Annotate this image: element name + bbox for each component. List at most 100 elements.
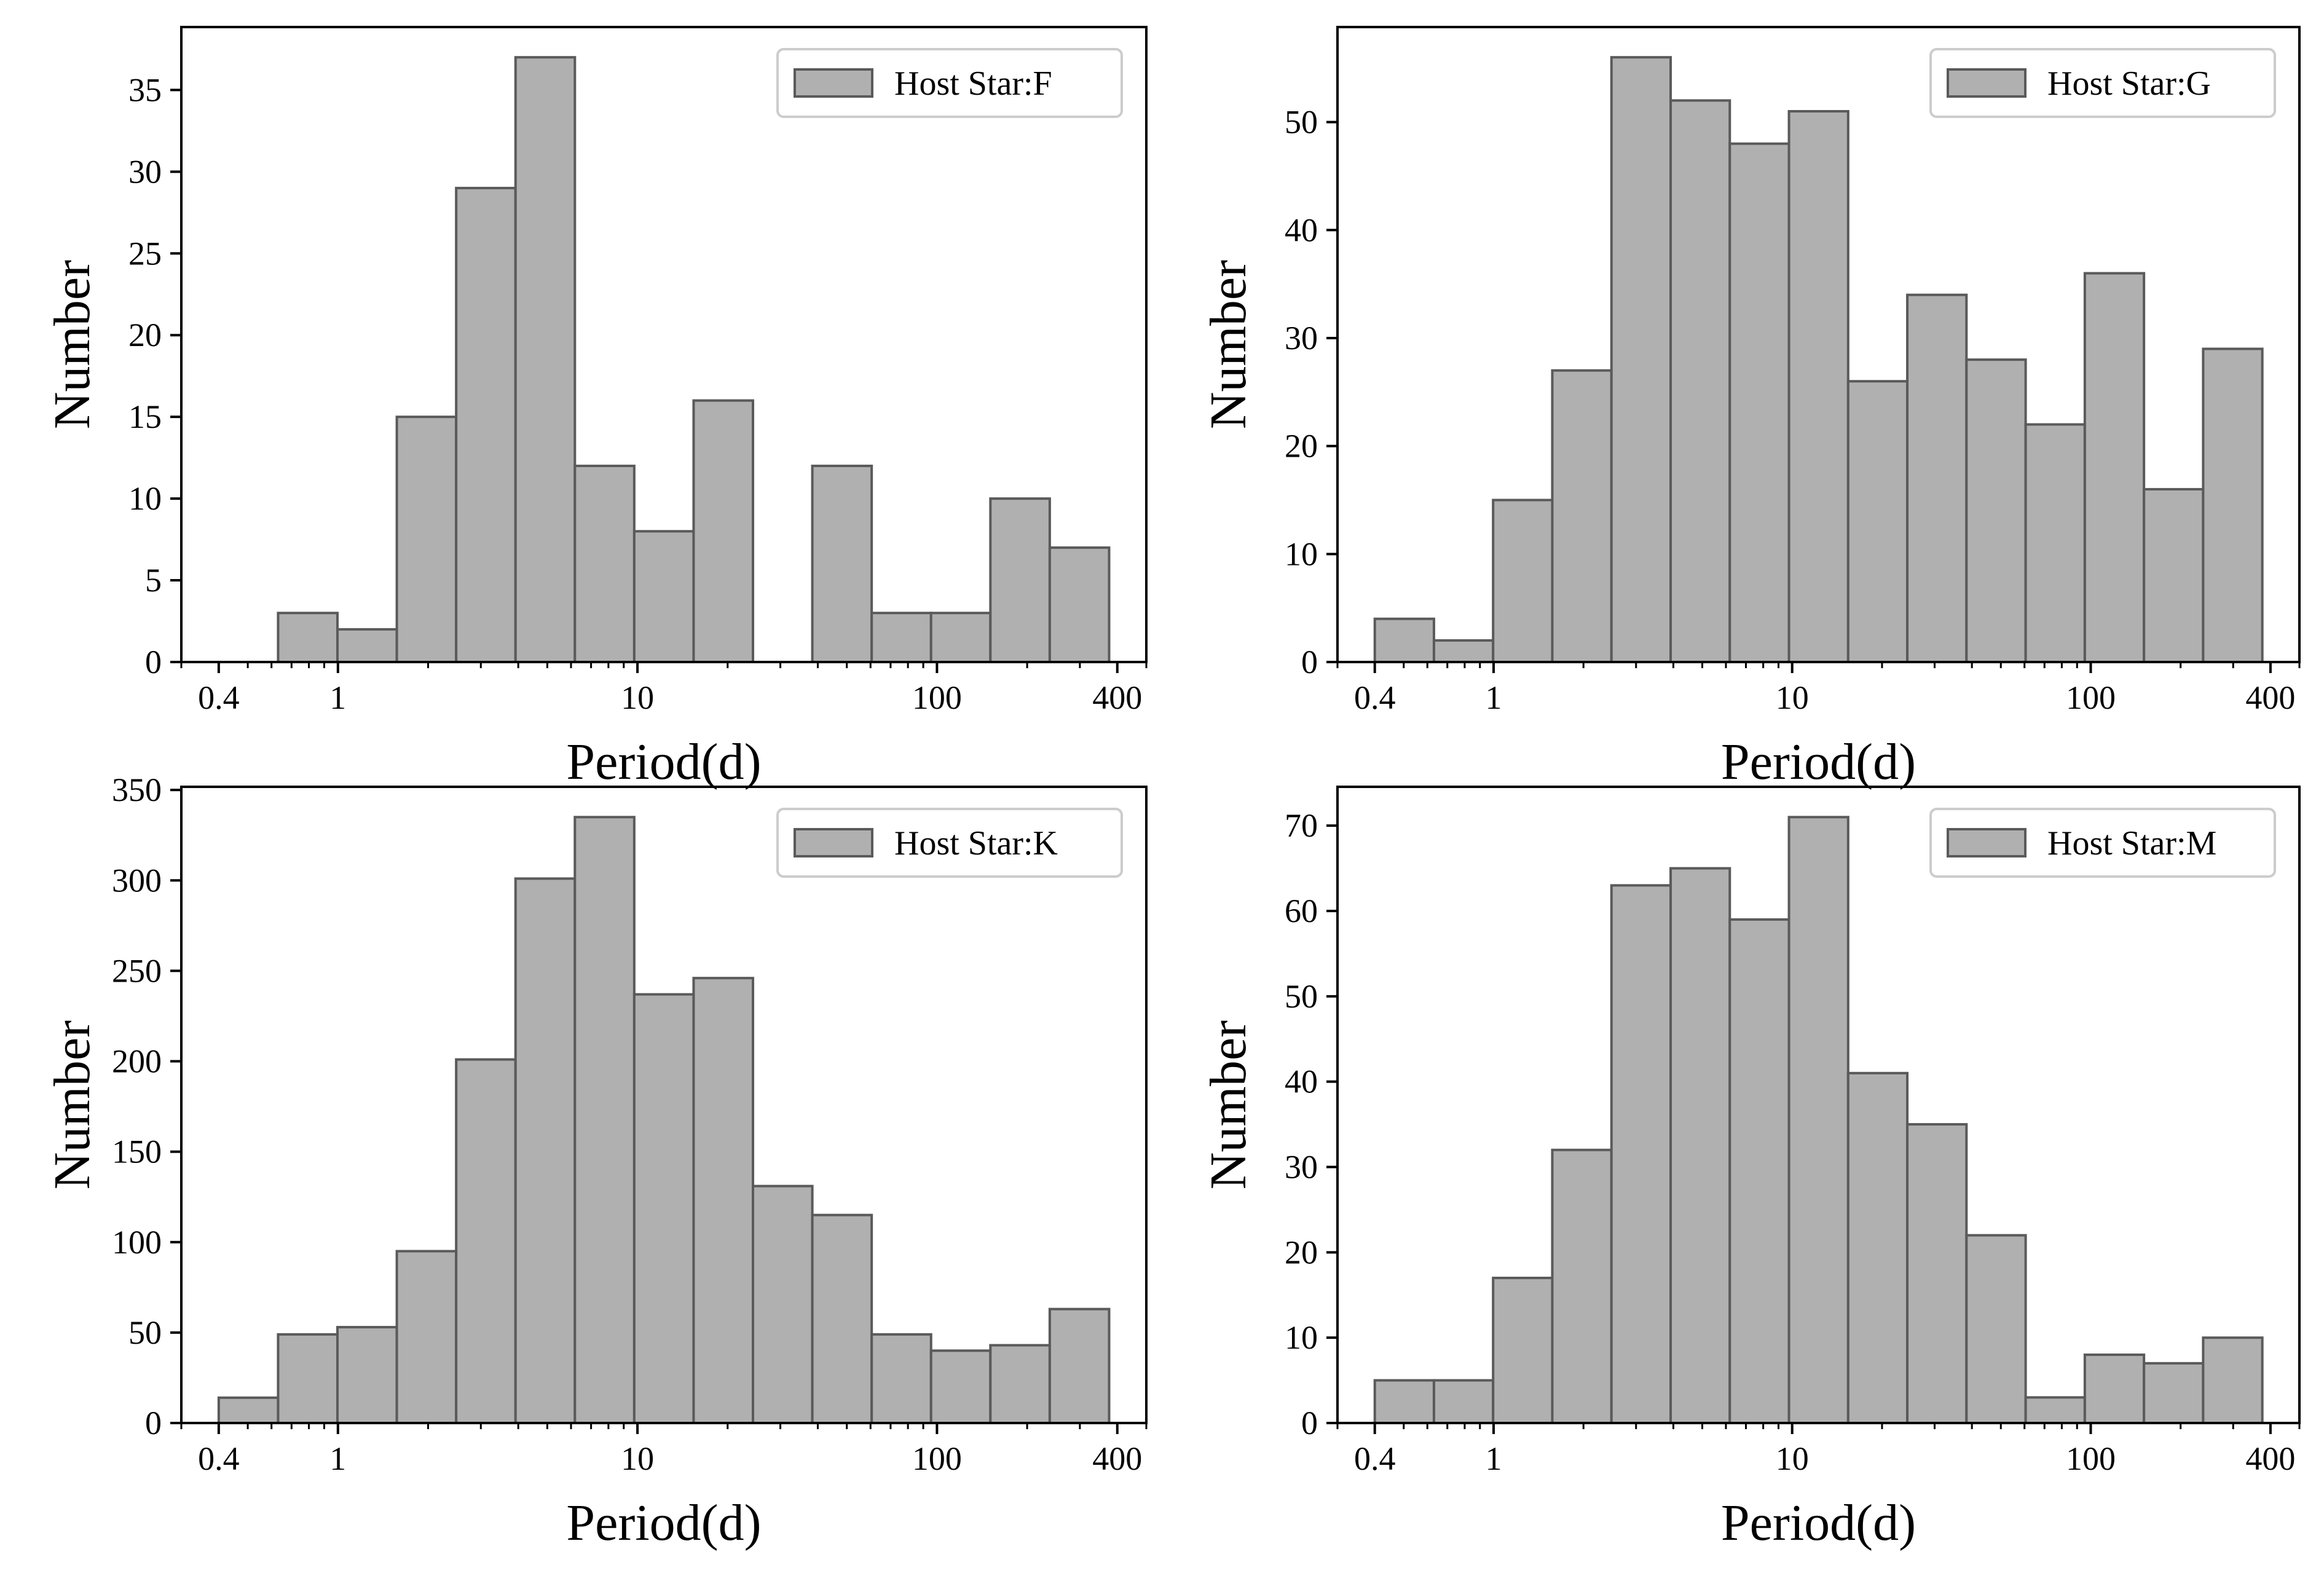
y-axis-title: Number <box>44 1020 101 1189</box>
x-axis-title: Period(d) <box>1721 733 1916 790</box>
bar <box>1610 56 1672 663</box>
legend-box <box>1929 808 2276 878</box>
x-tick-label: 100 <box>2066 679 2116 716</box>
bar <box>277 612 339 663</box>
x-tick-label: 10 <box>1776 1440 1809 1477</box>
x-tick-label: 10 <box>621 679 654 716</box>
bar <box>336 1326 398 1425</box>
x-tick-label: 100 <box>912 679 962 716</box>
y-tick-label: 70 <box>1285 807 1318 844</box>
y-tick-label: 20 <box>128 317 162 353</box>
bar <box>870 612 932 663</box>
y-tick-label: 0 <box>145 1405 162 1441</box>
y-tick-label: 35 <box>128 71 162 108</box>
y-tick-label: 350 <box>112 771 162 808</box>
bar <box>1610 884 1672 1424</box>
legend-swatch <box>1947 828 2027 857</box>
y-tick-label: 30 <box>128 153 162 190</box>
bar <box>811 464 873 663</box>
y-tick-label: 50 <box>1285 104 1318 141</box>
bar <box>1906 1123 1968 1424</box>
bar <box>870 1333 932 1425</box>
bar <box>514 56 577 663</box>
x-tick-label: 1 <box>329 679 346 716</box>
x-axis-title: Period(d) <box>566 733 761 790</box>
bar <box>336 628 398 664</box>
bar <box>1373 1379 1435 1425</box>
x-axis-title: Period(d) <box>1721 1494 1916 1551</box>
legend-f: Host Star:F <box>776 48 1123 118</box>
legend-swatch <box>794 828 873 857</box>
chart-g: 0 10 20 30 40 50 0.4 1 10 100 400 Period(d) Number Ho… <box>1200 26 2301 790</box>
legend-label: Host Star:K <box>894 824 1058 862</box>
bar <box>1846 380 1909 663</box>
x-tick-label: 400 <box>2245 679 2295 716</box>
y-tick-label: 0 <box>145 644 162 680</box>
bar <box>1048 546 1111 663</box>
x-tick-label: 100 <box>2066 1440 2116 1477</box>
y-tick-label: 20 <box>1285 428 1318 465</box>
bar <box>1492 499 1554 663</box>
bar <box>1048 1307 1111 1424</box>
legend-label: Host Star:G <box>2047 65 2211 103</box>
y-tick-label: 50 <box>1285 978 1318 1015</box>
y-tick-label: 30 <box>1285 320 1318 357</box>
chart-m: 0 10 20 30 40 50 60 70 0.4 1 10 100 400 Period(d) Numb… <box>1200 786 2301 1551</box>
bar <box>573 464 636 663</box>
bar <box>1846 1071 1909 1424</box>
bar <box>455 1058 517 1424</box>
bar <box>2024 423 2086 663</box>
x-tick-label: 1 <box>1485 679 1502 716</box>
bar <box>1492 1276 1554 1424</box>
y-tick-label: 20 <box>1285 1234 1318 1271</box>
bar <box>1787 816 1849 1425</box>
bar <box>752 1185 814 1425</box>
y-axis-title: Number <box>1200 260 1257 429</box>
bar <box>1432 639 1495 663</box>
x-tick-label: 1 <box>329 1440 346 1477</box>
legend-m: Host Star:M <box>1929 808 2276 878</box>
x-tick-label: 10 <box>1776 679 1809 716</box>
bar <box>514 877 577 1424</box>
bar <box>989 497 1051 663</box>
legend-box <box>776 48 1123 118</box>
bar <box>1432 1379 1495 1425</box>
y-tick-label: 0 <box>1301 644 1318 680</box>
bar <box>1551 1148 1613 1424</box>
axes-frame-m <box>1336 786 2301 1424</box>
bar <box>1669 99 1731 663</box>
x-tick-label: 0.4 <box>198 679 240 716</box>
y-tick-label: 0 <box>1301 1405 1318 1441</box>
bar <box>632 530 695 664</box>
y-axis-title: Number <box>44 260 101 429</box>
y-tick-label: 250 <box>112 952 162 989</box>
bar <box>2143 1362 2205 1425</box>
bar <box>929 612 992 663</box>
y-tick-label: 60 <box>1285 893 1318 929</box>
bar <box>455 186 517 664</box>
x-tick-label: 0.4 <box>1354 679 1396 716</box>
x-tick-label: 400 <box>2245 1440 2295 1477</box>
x-tick-label: 400 <box>1092 1440 1142 1477</box>
legend-box <box>1929 48 2276 118</box>
bar <box>2143 487 2205 663</box>
bars-g <box>1373 56 2264 664</box>
bars-k <box>217 816 1111 1425</box>
y-tick-label: 40 <box>1285 1063 1318 1100</box>
x-tick-label: 10 <box>621 1440 654 1477</box>
bar <box>1728 918 1790 1424</box>
legend-swatch <box>794 68 873 98</box>
bar <box>277 1333 339 1425</box>
bar <box>811 1213 873 1424</box>
x-axis-title: Period(d) <box>566 1494 761 1551</box>
y-tick-label: 40 <box>1285 211 1318 248</box>
y-tick-label: 5 <box>145 562 162 599</box>
bar <box>573 816 636 1425</box>
x-tick-label: 400 <box>1092 679 1142 716</box>
bar <box>2083 272 2146 663</box>
legend-label: Host Star:F <box>894 65 1052 103</box>
bar <box>989 1344 1051 1424</box>
bar <box>2202 1336 2264 1424</box>
bar <box>1669 867 1731 1424</box>
bar <box>929 1349 992 1425</box>
